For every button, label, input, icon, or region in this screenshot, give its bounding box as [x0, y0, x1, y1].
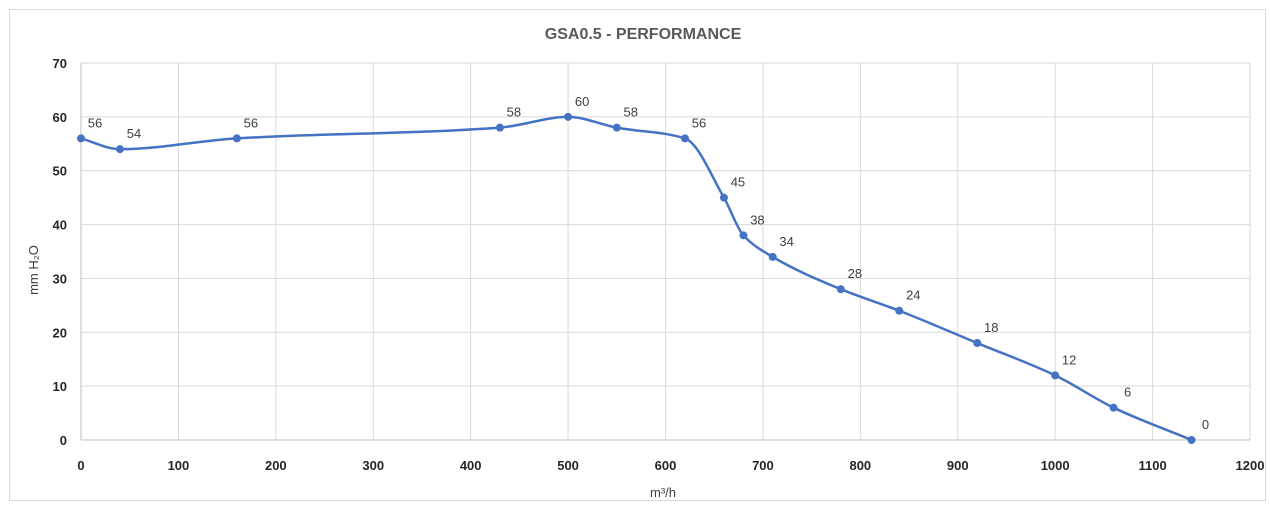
x-tick-label: 300 — [362, 458, 384, 473]
axes — [80, 63, 1250, 441]
data-label: 38 — [750, 212, 764, 227]
data-label: 58 — [624, 105, 638, 120]
data-point — [1109, 403, 1118, 412]
x-tick-label: 200 — [265, 458, 287, 473]
x-tick-label: 900 — [947, 458, 969, 473]
data-point — [495, 123, 504, 132]
y-axis-label: mm H₂O — [26, 245, 41, 295]
data-point — [973, 339, 982, 348]
data-label: 45 — [731, 175, 745, 190]
data-label: 24 — [906, 288, 920, 303]
data-label: 54 — [127, 126, 141, 141]
x-tick-label: 1000 — [1041, 458, 1070, 473]
data-label: 60 — [575, 94, 589, 109]
y-tick-label: 10 — [53, 379, 67, 394]
data-point — [1051, 371, 1060, 380]
data-label: 34 — [779, 234, 793, 249]
x-tick-label: 0 — [77, 458, 84, 473]
data-point — [115, 145, 124, 154]
x-tick-label: 400 — [460, 458, 482, 473]
data-label: 58 — [507, 105, 521, 120]
y-tick-label: 20 — [53, 325, 67, 340]
y-tick-label: 50 — [53, 164, 67, 179]
data-point — [612, 123, 621, 132]
series-group — [77, 112, 1196, 444]
x-tick-label: 100 — [168, 458, 190, 473]
x-tick-label: 1100 — [1138, 458, 1166, 473]
data-label: 56 — [692, 115, 706, 130]
data-point — [564, 112, 573, 121]
data-label: 6 — [1124, 385, 1131, 400]
chart-frame — [9, 9, 1266, 501]
data-point — [680, 134, 689, 143]
x-tick-label: 500 — [557, 458, 579, 473]
y-tick-label: 60 — [53, 110, 67, 125]
data-point — [232, 134, 241, 143]
x-tick-label: 1200 — [1236, 458, 1265, 473]
y-tick-label: 40 — [53, 218, 67, 233]
data-label: 0 — [1202, 417, 1209, 432]
data-label: 28 — [848, 266, 862, 281]
data-point — [77, 134, 85, 143]
data-point — [719, 193, 728, 202]
gridlines — [81, 62, 1251, 440]
x-tick-label: 700 — [752, 458, 774, 473]
data-label: 18 — [984, 320, 998, 335]
y-tick-label: 70 — [53, 56, 67, 71]
x-tick-label: 800 — [849, 458, 871, 473]
data-label: 56 — [88, 115, 102, 130]
data-point — [895, 306, 904, 315]
y-tick-label: 30 — [53, 271, 67, 286]
x-axis-label: m³/h — [650, 485, 676, 500]
data-point — [1187, 436, 1196, 444]
data-point — [739, 231, 748, 240]
y-tick-label: 0 — [60, 433, 67, 448]
x-tick-label: 600 — [655, 458, 677, 473]
data-point — [836, 285, 845, 294]
data-label: 12 — [1062, 352, 1076, 367]
chart-title: GSA0.5 - PERFORMANCE — [545, 26, 742, 43]
data-label: 56 — [244, 115, 258, 130]
data-point — [768, 252, 777, 261]
